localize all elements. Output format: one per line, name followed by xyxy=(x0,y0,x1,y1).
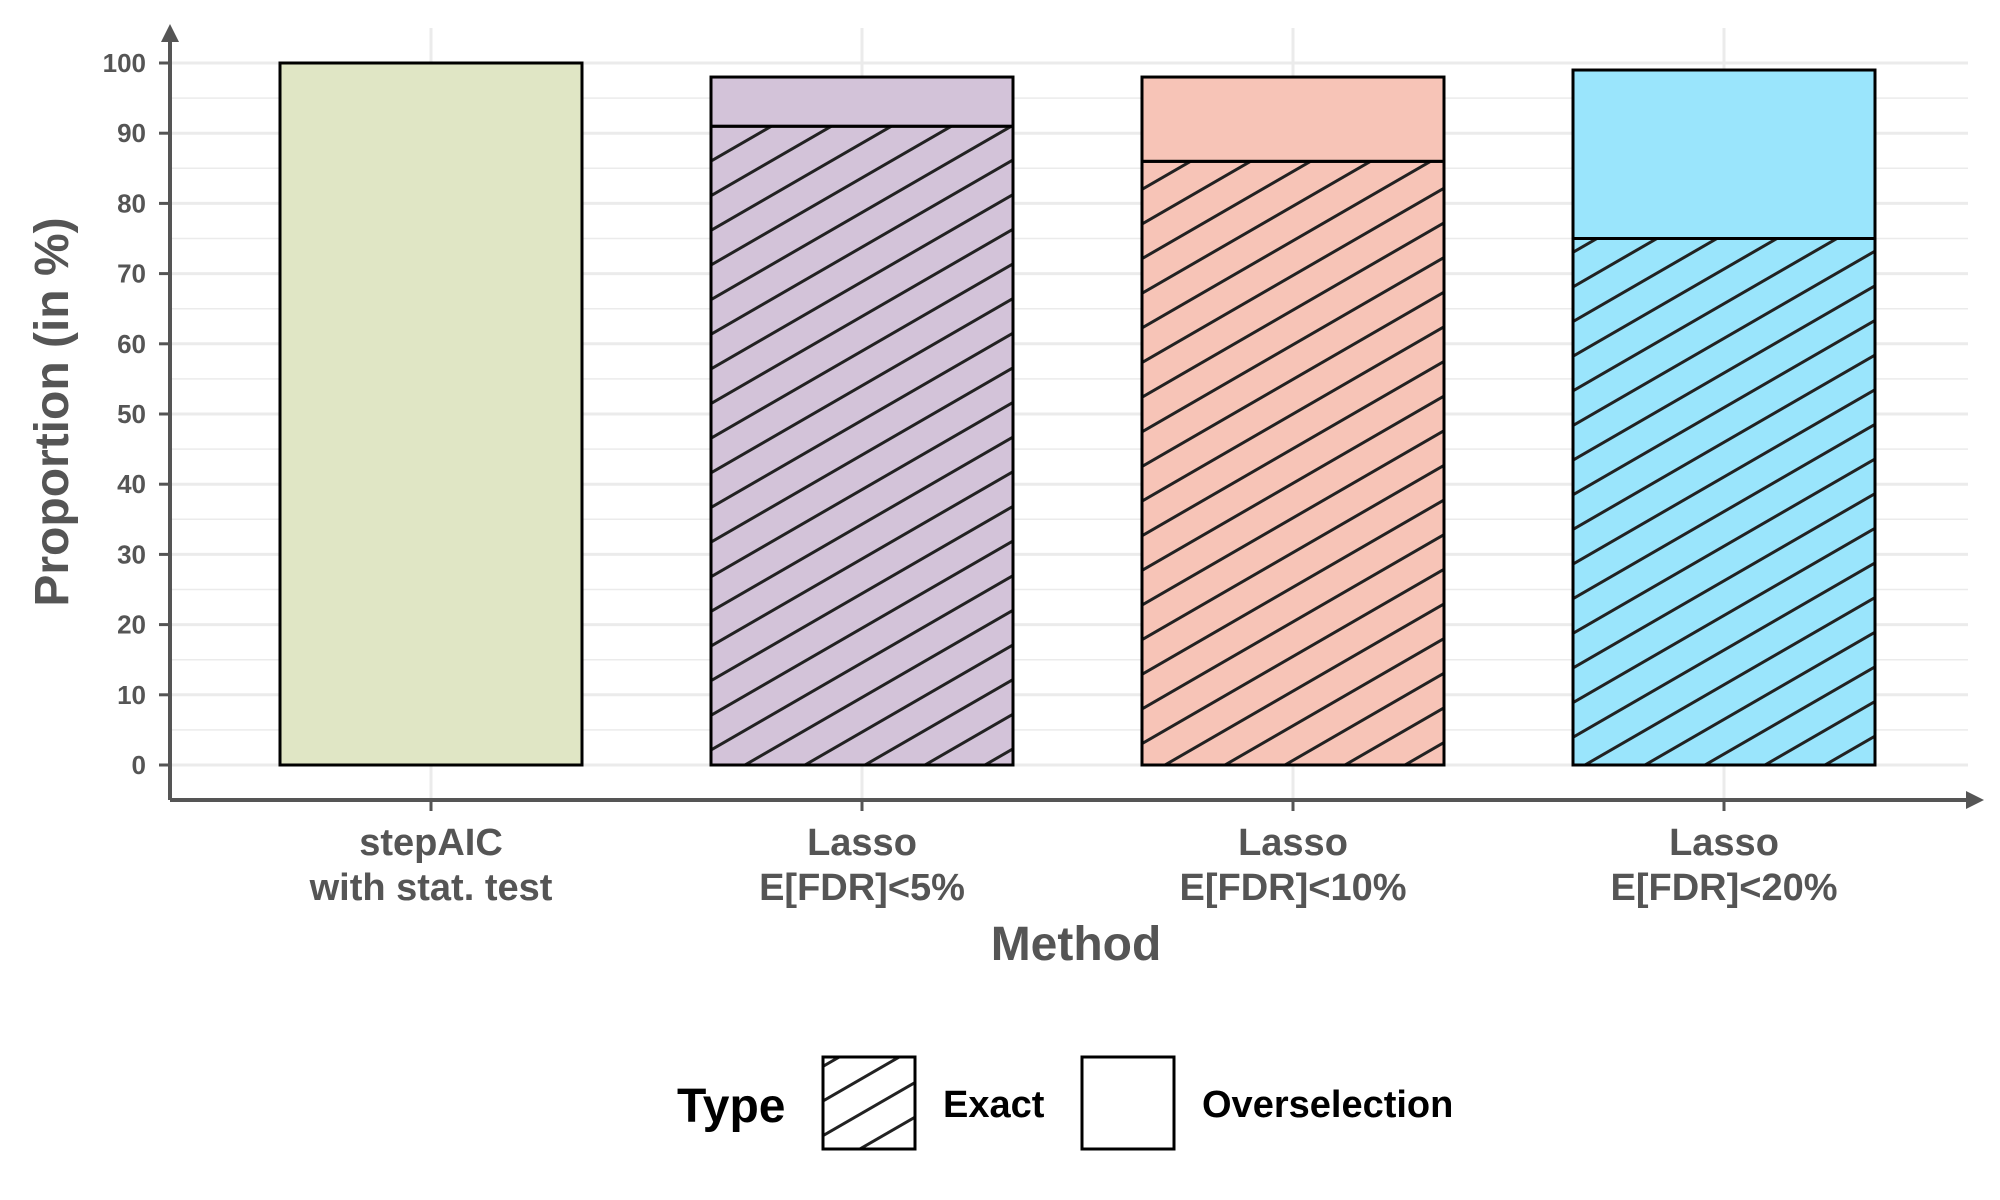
bar-overselection xyxy=(278,61,584,767)
x-category-label: E[FDR]<20% xyxy=(1611,867,1838,909)
y-ticks: 0 10 20 30 40 50 60 70 80 90 100 xyxy=(103,48,170,780)
y-tick-label: 10 xyxy=(117,680,146,710)
legend-label-overselection: Overselection xyxy=(1202,1084,1453,1126)
legend-key-exact-hatch xyxy=(821,1055,917,1151)
x-category-label: Lasso xyxy=(1238,822,1348,864)
x-category-label: with stat. test xyxy=(309,867,553,909)
y-tick-label: 30 xyxy=(117,539,146,569)
y-tick-label: 40 xyxy=(117,469,146,499)
legend: Type Exact Overselection xyxy=(677,1055,1453,1151)
y-tick-label: 50 xyxy=(117,399,146,429)
bar-exact-hatch xyxy=(1571,237,1877,767)
axes xyxy=(161,24,1984,809)
y-tick-label: 70 xyxy=(117,259,146,289)
y-tick-label: 100 xyxy=(103,48,146,78)
x-category-label: Lasso xyxy=(807,822,917,864)
x-category-label: stepAIC xyxy=(359,822,503,864)
legend-key-overselection xyxy=(1080,1055,1176,1151)
bar-exact-hatch xyxy=(709,124,1015,767)
bars xyxy=(278,61,1877,767)
bar-overselection xyxy=(1140,75,1446,163)
bar-exact-hatch xyxy=(1140,159,1446,767)
x-category-label: E[FDR]<10% xyxy=(1180,867,1407,909)
bar-overselection xyxy=(709,75,1015,128)
y-tick-label: 60 xyxy=(117,329,146,359)
y-tick-label: 80 xyxy=(117,188,146,218)
y-tick-label: 0 xyxy=(132,750,146,780)
y-tick-label: 20 xyxy=(117,610,146,640)
y-tick-label: 90 xyxy=(117,118,146,148)
x-category-label: Lasso xyxy=(1669,822,1779,864)
x-category-label: E[FDR]<5% xyxy=(759,867,965,909)
legend-title: Type xyxy=(677,1080,785,1133)
y-axis-title: Proportion (in %) xyxy=(26,217,79,606)
bar-overselection xyxy=(1571,68,1877,240)
x-axis-arrow xyxy=(1966,791,1984,809)
x-axis-title: Method xyxy=(991,918,1162,971)
y-axis-arrow xyxy=(161,24,179,42)
legend-label-exact: Exact xyxy=(943,1084,1045,1126)
